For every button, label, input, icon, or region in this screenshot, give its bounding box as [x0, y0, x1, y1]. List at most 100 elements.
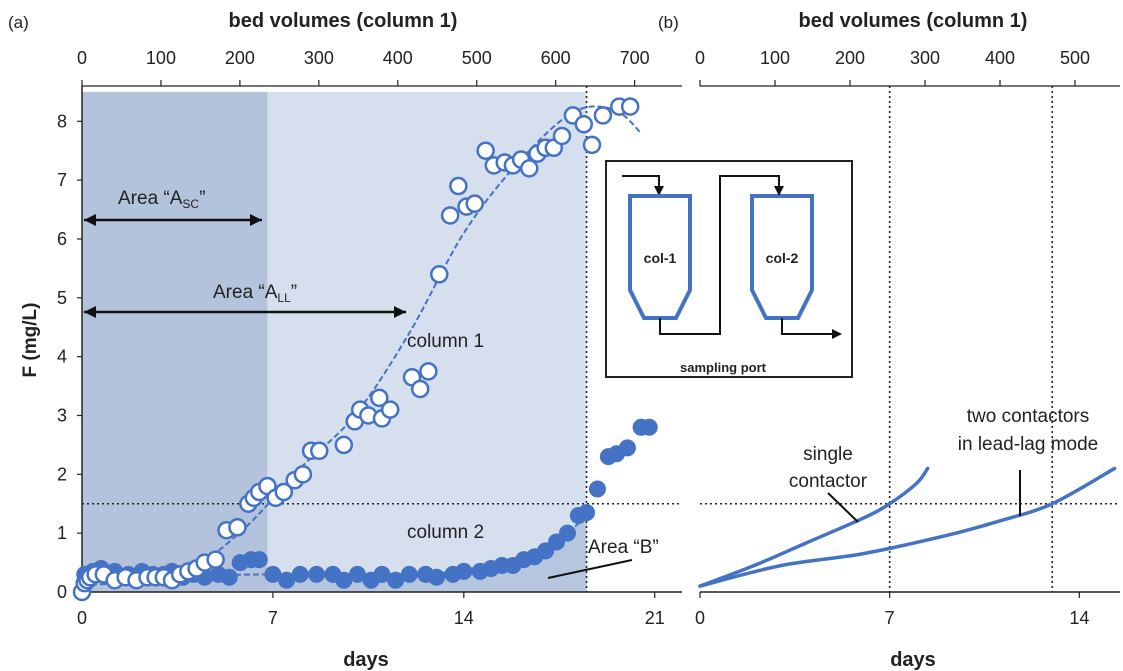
transfer-pipe — [659, 175, 780, 335]
column-2-annotation: column 2 — [407, 522, 484, 543]
area-asc-arrowhead-left — [84, 214, 96, 226]
column-2-point — [308, 565, 326, 583]
panel-a-x2-tick-label: 500 — [462, 48, 492, 68]
area-all-arrowhead-left — [84, 306, 96, 318]
column-1-point — [440, 206, 460, 225]
column-1-point — [206, 550, 225, 569]
area-asc-annotation: Area “ASC” — [84, 188, 262, 226]
panel-a-x2-tick-label: 600 — [541, 48, 571, 68]
panel-a-y-tick-label: 8 — [57, 111, 67, 131]
column-1-point — [430, 265, 449, 284]
column-1-point — [520, 159, 539, 178]
panel-a-x2-axis-title: bed volumes (column 1) — [229, 10, 458, 32]
column-2-point — [400, 565, 418, 583]
column-2-point — [578, 504, 596, 522]
column-1-point — [620, 97, 640, 116]
sampling-port-label: sampling port — [680, 360, 767, 375]
panel-a-y-tick-label: 4 — [57, 347, 67, 367]
panel-b-x2-tick-label: 300 — [910, 48, 940, 68]
column-1-point — [552, 126, 572, 146]
lead-lag-label-line1: two contactors — [967, 406, 1090, 427]
lead-lag-label-line2: in lead-lag mode — [958, 434, 1098, 455]
panel-a-y-tick-label: 5 — [57, 288, 67, 308]
column-2-point — [220, 568, 238, 586]
column-2-point — [455, 562, 473, 580]
column-1-point — [310, 441, 329, 461]
area-all-annotation: Area “ALL” — [84, 282, 406, 318]
panel-b-x-axis-title: days — [890, 649, 936, 671]
area-all-arrowhead-right — [394, 306, 406, 318]
inset-schematic: col-1 col-2 sampling port — [605, 160, 853, 378]
column-1-point — [293, 465, 313, 484]
column-2-point — [291, 565, 309, 583]
single-contactor-label-line1: single — [803, 444, 853, 465]
panel-a-plot: 0 1 2 3 4 5 6 7 8 0 7 14 21 0 100 200 300 400 500 600 700 — [57, 48, 682, 628]
panel-a-x2-tick-label: 100 — [146, 48, 176, 68]
panel-b-x2-tick-label: 400 — [985, 48, 1015, 68]
outlet-arrowhead — [832, 329, 842, 339]
panel-a-y-tick-label: 3 — [57, 405, 67, 425]
column-1-point — [334, 435, 354, 455]
panel-a-y-tick-label: 7 — [57, 170, 67, 190]
area-b-label: Area “B” — [588, 537, 659, 558]
col-2-label: col-2 — [766, 250, 799, 266]
column-1-point — [228, 518, 247, 537]
panel-a-x-tick-label: 7 — [268, 608, 278, 628]
panel-a-x2-tick-label: 200 — [225, 48, 255, 68]
column-2-point — [588, 480, 606, 498]
col-1-label: col-1 — [644, 250, 677, 266]
panel-a-x-tick-label: 21 — [645, 608, 665, 628]
outlet-pipe — [781, 318, 836, 335]
area-all-label: Area “ALL” — [213, 282, 297, 305]
panel-b-x-tick-label: 7 — [885, 608, 895, 628]
column-2-vessel — [750, 194, 814, 320]
panel-b-x-tick-label: 14 — [1069, 608, 1089, 628]
column-1-annotation: column 1 — [407, 331, 484, 352]
panel-b-x2-tick-label: 200 — [835, 48, 865, 68]
inlet-arrowhead — [654, 186, 664, 196]
panel-b-x2-axis-title: bed volumes (column 1) — [799, 10, 1028, 32]
panel-b-x2-tick-label: 100 — [760, 48, 790, 68]
panel-a-y-tick-label: 2 — [57, 464, 67, 484]
panel-a-y-tick-label: 1 — [57, 523, 67, 543]
column-1-point — [465, 194, 484, 213]
panel-a-x2-tick-label: 700 — [620, 48, 650, 68]
panel-b-x2-tick-label: 0 — [695, 48, 705, 68]
single-contactor-label-line2: contactor — [789, 471, 868, 492]
panel-a-x-axis-title: days — [343, 649, 389, 671]
panel-a-y-tick-label: 6 — [57, 229, 67, 249]
single-contactor-line — [698, 466, 930, 588]
column-2-point — [428, 568, 446, 586]
column-2-point — [640, 418, 658, 436]
panel-a-label: (a) — [8, 13, 29, 32]
panel-a-x2-tick-label: 400 — [383, 48, 413, 68]
single-contactor-leader — [827, 492, 859, 523]
panel-a-y-tick-label: 0 — [57, 582, 67, 602]
area-asc-label: Area “ASC” — [118, 188, 205, 211]
panel-a-x-tick-label: 14 — [454, 608, 474, 628]
lead-lag-line — [698, 466, 1117, 588]
panel-b-plot: 0 7 14 0 100 200 300 400 500 — [695, 48, 1120, 628]
panel-b-x-tick-label: 0 — [695, 608, 705, 628]
column-1-point — [582, 135, 602, 155]
area-asc-arrowhead-right — [250, 214, 262, 226]
column-1-point — [380, 400, 400, 419]
column-1-point — [274, 482, 294, 502]
panel-a-x-tick-label: 0 — [77, 608, 87, 628]
column-2-point — [558, 524, 576, 542]
column-1-point — [593, 106, 613, 125]
column-1-point — [410, 379, 430, 399]
column-1-point — [449, 176, 468, 196]
column-1-point — [476, 141, 495, 160]
column-1-point — [574, 114, 594, 134]
column-1-point — [419, 362, 438, 381]
panel-a-x2-tick-label: 300 — [304, 48, 334, 68]
column-2-point — [618, 439, 636, 457]
column-2-point — [250, 551, 268, 569]
column-1-vessel — [628, 194, 692, 320]
area-asc-region — [82, 91, 268, 592]
panel-b-label: (b) — [658, 13, 679, 32]
panel-a-y-axis-title: F (mg/L) — [20, 303, 41, 378]
transfer-arrowhead — [774, 186, 784, 196]
